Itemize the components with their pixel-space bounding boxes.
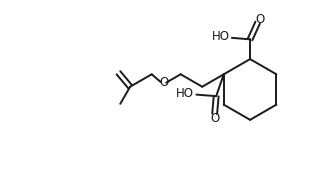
Text: O: O	[210, 112, 219, 125]
Text: O: O	[255, 13, 265, 26]
Text: HO: HO	[176, 87, 194, 100]
Text: HO: HO	[212, 30, 229, 43]
Text: O: O	[159, 76, 168, 89]
